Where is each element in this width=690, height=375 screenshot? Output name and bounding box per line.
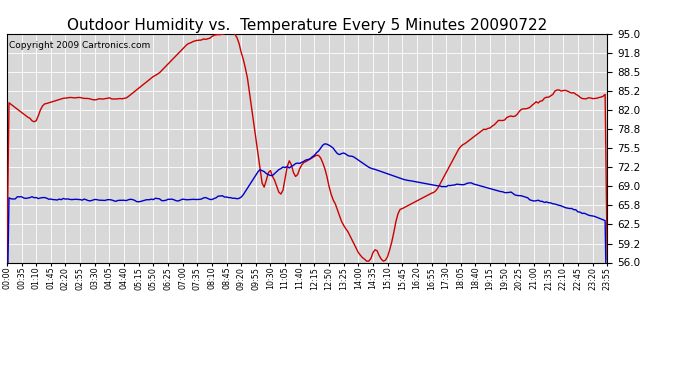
- Title: Outdoor Humidity vs.  Temperature Every 5 Minutes 20090722: Outdoor Humidity vs. Temperature Every 5…: [67, 18, 547, 33]
- Text: Copyright 2009 Cartronics.com: Copyright 2009 Cartronics.com: [9, 40, 150, 50]
